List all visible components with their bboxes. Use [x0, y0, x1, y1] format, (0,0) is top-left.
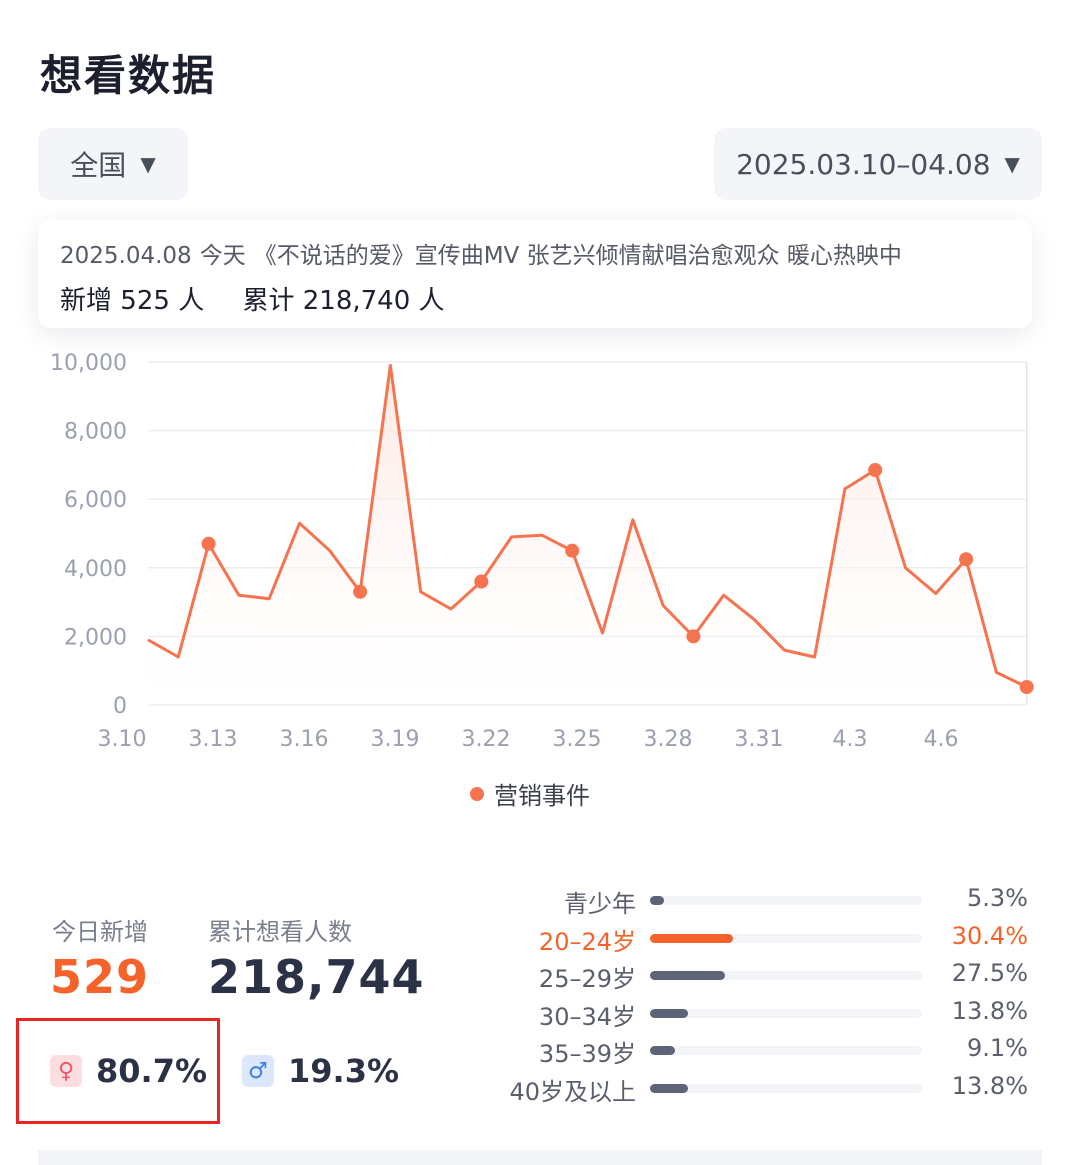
- x-tick-label: 3.19: [371, 727, 420, 752]
- male-stat: ♂ 19.3%: [242, 1052, 399, 1090]
- y-tick-label: 10,000: [50, 351, 127, 376]
- marketing-event-point[interactable]: [201, 536, 216, 551]
- bottom-card-edge: [38, 1150, 1042, 1165]
- age-row: 30–34岁 13.8%: [500, 995, 1040, 1033]
- age-bar-track: [650, 933, 922, 943]
- marketing-event-point[interactable]: [565, 543, 580, 558]
- age-pct: 30.4%: [951, 921, 1028, 950]
- tooltip-day: 今天: [199, 243, 246, 269]
- age-label: 30–34岁: [538, 1002, 636, 1031]
- tooltip-new-value: 525: [120, 286, 170, 316]
- chart-legend: 营销事件: [470, 776, 590, 811]
- age-bar-fill: [650, 1083, 688, 1093]
- date-range-value: 2025.03.10–04.08: [736, 147, 991, 181]
- page-title: 想看数据: [40, 51, 217, 100]
- male-icon: ♂: [242, 1055, 274, 1087]
- age-bar-track: [650, 1046, 922, 1056]
- age-bar-fill: [650, 933, 733, 943]
- age-pct: 9.1%: [967, 1034, 1028, 1063]
- age-bar-track: [650, 1083, 922, 1093]
- age-label: 20–24岁: [538, 927, 636, 956]
- region-value: 全国: [70, 149, 127, 182]
- age-bar-fill: [650, 971, 725, 981]
- age-bar-track: [650, 896, 922, 905]
- today-new-value: 529: [50, 950, 150, 1004]
- y-tick-label: 4,000: [64, 557, 127, 582]
- x-tick-label: 3.22: [462, 727, 511, 752]
- want-to-watch-chart[interactable]: 0 2,000 4,000 6,000 8,000 10,000 3.10 3.13 3.16…: [0, 340, 1080, 760]
- tooltip-date: 2025.04.08: [60, 243, 192, 269]
- age-pct: 5.3%: [967, 884, 1028, 912]
- series-line: [147, 363, 1028, 689]
- x-tick-label: 3.25: [553, 727, 602, 752]
- age-label: 青少年: [564, 890, 636, 918]
- age-row: 20–24岁 30.4%: [500, 920, 1040, 958]
- age-bar-track: [650, 1008, 922, 1018]
- x-tick-label: 4.6: [924, 727, 959, 752]
- total-want-label: 累计想看人数: [208, 918, 352, 946]
- tooltip-total-label: 累计: [242, 286, 295, 316]
- x-tick-label: 3.10: [98, 727, 147, 752]
- tooltip-new-label: 新增: [60, 286, 113, 316]
- region-dropdown[interactable]: 全国 ▼: [38, 128, 188, 200]
- x-tick-label: 3.31: [735, 727, 784, 752]
- tooltip-event: 《不说话的爱》宣传曲MV 张艺兴倾情献唱治愈观众 暖心热映中: [253, 243, 902, 269]
- female-pct: 80.7%: [96, 1052, 208, 1090]
- age-pct: 13.8%: [951, 1071, 1028, 1100]
- marketing-event-point[interactable]: [959, 552, 974, 567]
- age-bar-fill: [650, 1046, 675, 1056]
- age-row: 40岁及以上 13.8%: [500, 1070, 1040, 1108]
- age-label: 40岁及以上: [509, 1077, 636, 1106]
- highlight-box: [16, 1018, 220, 1124]
- total-want-value: 218,744: [208, 950, 425, 1004]
- tooltip-unit: 人: [418, 286, 445, 316]
- tooltip-count-line: 新增 525 人 累计 218,740 人: [60, 280, 1010, 317]
- age-row: 35–39岁 9.1%: [500, 1032, 1040, 1070]
- legend-label: 营销事件: [494, 782, 590, 810]
- y-tick-label: 2,000: [64, 625, 127, 650]
- age-distribution: 青少年 5.3% 20–24岁 30.4% 25–29岁 27.5% 30–34岁 13.8%…: [500, 882, 1040, 1108]
- age-label: 35–39岁: [538, 1040, 636, 1069]
- y-tick-label: 8,000: [64, 420, 127, 445]
- age-bar-fill: [650, 1008, 688, 1018]
- tooltip-total-value: 218,740: [302, 286, 411, 316]
- male-pct: 19.3%: [288, 1052, 400, 1090]
- age-pct: 27.5%: [951, 959, 1028, 988]
- x-tick-label: 4.3: [833, 727, 868, 752]
- age-row: 25–29岁 27.5%: [500, 957, 1040, 995]
- y-tick-label: 0: [113, 694, 127, 719]
- marketing-event-point[interactable]: [686, 629, 701, 644]
- x-tick-label: 3.16: [280, 727, 329, 752]
- date-range-dropdown[interactable]: 2025.03.10–04.08 ▼: [714, 128, 1042, 200]
- tooltip-event-line: 2025.04.08 今天 《不说话的爱》宣传曲MV 张艺兴倾情献唱治愈观众 暖心热…: [60, 236, 1010, 270]
- age-pct: 13.8%: [951, 996, 1028, 1025]
- series-area: [148, 365, 1027, 705]
- x-tick-label: 3.13: [189, 727, 238, 752]
- legend-marker-icon: [470, 786, 484, 801]
- age-bar-track: [650, 971, 922, 981]
- age-bar-fill: [650, 896, 665, 905]
- age-row: 青少年 5.3%: [500, 882, 1040, 920]
- marketing-event-point[interactable]: [353, 584, 368, 599]
- marketing-event-point[interactable]: [1019, 679, 1034, 694]
- female-stat: ♀ 80.7%: [50, 1052, 207, 1090]
- y-tick-label: 6,000: [64, 488, 127, 513]
- marketing-event-point[interactable]: [868, 463, 883, 478]
- tooltip-unit: 人: [178, 286, 205, 316]
- caret-down-icon: ▼: [1004, 152, 1020, 176]
- chart-tooltip: 2025.04.08 今天 《不说话的爱》宣传曲MV 张艺兴倾情献唱治愈观众 暖心热…: [38, 220, 1032, 328]
- x-tick-label: 3.28: [644, 727, 693, 752]
- age-label: 25–29岁: [538, 965, 636, 994]
- today-new-label: 今日新增: [52, 918, 148, 946]
- female-icon: ♀: [50, 1055, 82, 1087]
- caret-down-icon: ▼: [140, 152, 156, 176]
- marketing-event-point[interactable]: [474, 574, 489, 589]
